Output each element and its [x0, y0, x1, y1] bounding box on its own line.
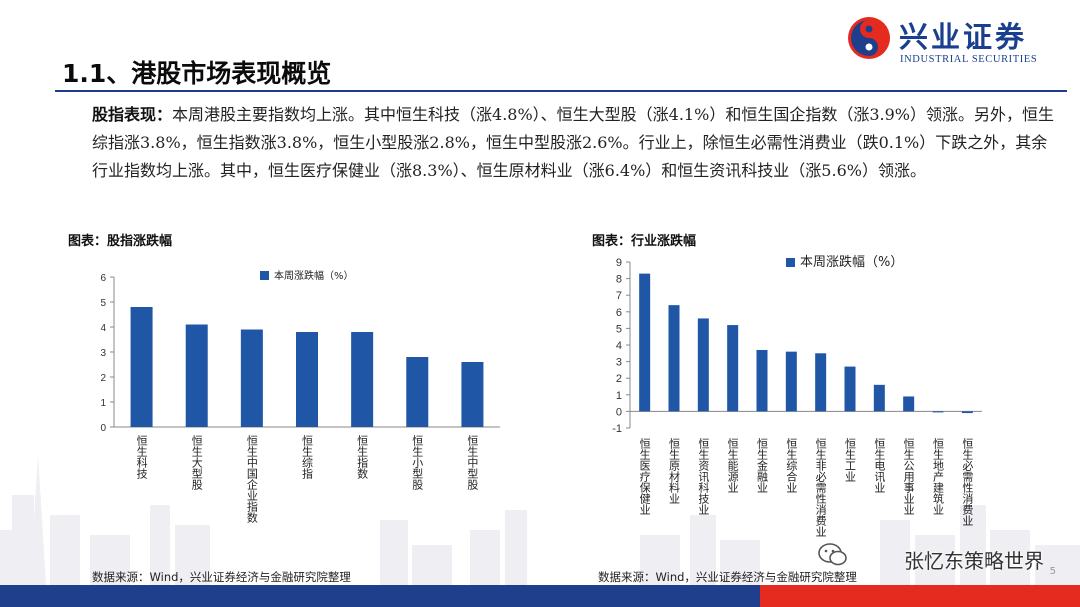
title-divider: [55, 90, 1067, 92]
left-chart-bar: [296, 332, 318, 427]
company-logo: 兴业证券 INDUSTRIAL SECURITIES: [847, 10, 1062, 70]
right-chart-bar: [756, 349, 768, 412]
right-chart-category-label: 恒生金融业: [756, 438, 769, 493]
right-chart-bar: [844, 366, 856, 412]
right-chart-y-tick-label: -1: [612, 423, 622, 435]
summary-text: 本周港股主要指数均上涨。其中恒生科技（涨4.8%）、恒生大型股（涨4.1%）和恒…: [92, 105, 1054, 180]
logo-text-cn: 兴业证券: [899, 20, 1028, 54]
right-chart-category-label: 恒生必需性消费业: [961, 438, 974, 526]
left-chart-category-label: 恒生中型股: [466, 435, 479, 491]
right-chart-bar: [727, 325, 739, 412]
left-chart-category-label: 恒生大型股: [190, 435, 203, 491]
right-chart-caption: 图表：行业涨跌幅: [592, 234, 697, 249]
left-chart-bar: [240, 329, 263, 427]
left-chart-y-tick-label: 6: [100, 273, 106, 284]
right-chart-bar: [932, 411, 944, 413]
right-chart-industry-returns: -1 0 1 2 3 4 5 6 7 8 9 恒生医疗保健业 恒生原材料业 恒生资讯科技业 恒生能源业 恒生金…: [612, 254, 982, 537]
right-chart-category-label: 恒生综合业: [785, 438, 798, 493]
right-chart-bar: [903, 396, 915, 412]
right-chart-bar: [639, 273, 651, 412]
logo-text-en: INDUSTRIAL SECURITIES: [900, 54, 1038, 65]
right-chart-category-label: 恒生原材料业: [668, 438, 681, 504]
right-chart-category-label: 恒生非必需性消费业: [814, 438, 827, 537]
left-chart-y-tick-label: 5: [100, 298, 106, 309]
right-chart-y-tick-label: 4: [616, 340, 622, 352]
right-chart-bar: [697, 318, 709, 412]
right-chart-y-tick-label: 8: [616, 274, 622, 286]
wechat-icon: [818, 543, 847, 566]
right-chart-bar: [785, 351, 797, 412]
summary-paragraph: 股指表现：本周港股主要指数均上涨。其中恒生科技（涨4.8%）、恒生大型股（涨4.…: [92, 101, 1060, 185]
right-chart-y-tick-label: 5: [616, 323, 622, 335]
right-chart-category-label: 恒生医疗保健业: [638, 438, 651, 515]
right-chart-y-tick-label: 0: [616, 406, 622, 418]
right-chart-y-tick-label: 9: [616, 257, 622, 269]
right-chart-legend-label: 本周涨跌幅（%）: [800, 254, 903, 270]
left-chart-legend-label: 本周涨跌幅（%）: [274, 269, 354, 282]
left-chart-y-tick-label: 0: [100, 423, 106, 434]
left-chart-caption: 图表：股指涨跌幅: [68, 234, 173, 249]
right-chart-category-label: 恒生公用事业业: [902, 438, 915, 515]
left-chart-y-tick-label: 3: [100, 348, 106, 359]
left-chart-index-returns: 0 1 2 3 4 5 6 恒生科技 恒生大型股 恒生中国企业指数 恒生综指 恒生指数 恒生小型股 恒生中…: [100, 269, 500, 524]
right-chart-bar: [668, 305, 680, 412]
summary-lead: 股指表现：: [92, 105, 173, 124]
logo-mark-icon: [848, 17, 890, 59]
right-chart-bar: [873, 384, 885, 412]
right-chart-y-tick-label: 7: [616, 290, 622, 302]
watermark-text: 张忆东策略世界: [904, 549, 1044, 573]
left-chart-bar: [461, 362, 484, 427]
left-chart-category-label: 恒生指数: [356, 435, 369, 480]
page-number: 5: [1049, 566, 1056, 577]
left-chart-bar: [130, 307, 153, 427]
left-chart-bar: [406, 357, 429, 427]
footer-bar-blue: [0, 585, 760, 607]
right-chart-category-label: 恒生资讯科技业: [697, 438, 710, 515]
right-chart-category-label: 恒生能源业: [726, 438, 739, 493]
left-chart-y-tick-label: 1: [100, 398, 106, 409]
left-chart-bar: [185, 324, 208, 427]
left-chart-y-tick-label: 4: [100, 323, 106, 334]
left-chart-source: 数据来源：Wind，兴业证券经济与金融研究院整理: [92, 570, 351, 584]
footer-bar-red: [760, 585, 1080, 607]
left-chart-category-label: 恒生综指: [301, 435, 314, 480]
right-chart-y-tick-label: 1: [616, 390, 622, 402]
left-chart-category-label: 恒生小型股: [411, 435, 424, 491]
left-chart-category-label: 恒生科技: [135, 435, 148, 480]
right-chart-category-label: 恒生工业: [844, 438, 857, 482]
page-title: 1.1、港股市场表现概览: [62, 59, 332, 88]
left-chart-y-tick-label: 2: [100, 373, 106, 384]
left-chart-legend-swatch: [260, 271, 269, 280]
skyline-background: [0, 455, 1080, 585]
right-chart-category-label: 恒生电讯业: [873, 438, 886, 493]
right-chart-y-tick-label: 2: [616, 373, 622, 385]
right-chart-legend-swatch: [786, 258, 795, 267]
right-chart-source: 数据来源：Wind，兴业证券经济与金融研究院整理: [598, 570, 857, 584]
right-chart-category-label: 恒生地产建筑业: [932, 438, 945, 515]
right-chart-bar: [961, 411, 973, 414]
left-chart-category-label: 恒生中国企业指数: [245, 435, 258, 524]
right-chart-y-tick-label: 6: [616, 307, 622, 319]
right-chart-bar: [815, 353, 827, 412]
right-chart-y-tick-label: 3: [616, 357, 622, 369]
left-chart-bar: [351, 332, 374, 427]
